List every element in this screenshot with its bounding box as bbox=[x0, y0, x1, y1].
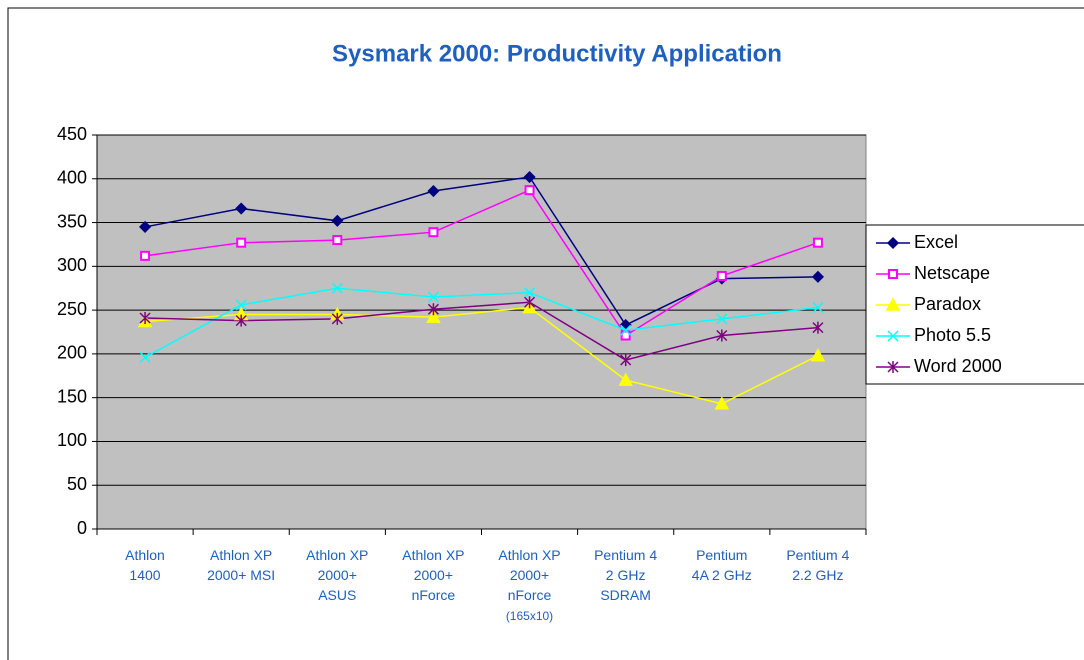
marker bbox=[887, 330, 899, 342]
marker bbox=[812, 237, 823, 248]
x-tick-label: Athlon 1400 bbox=[125, 547, 165, 583]
marker bbox=[716, 313, 728, 325]
marker bbox=[714, 396, 730, 410]
x-tick-label: Athlon XP 2000+ ASUS bbox=[306, 547, 369, 603]
marker bbox=[887, 361, 899, 373]
y-tick-label: 100 bbox=[57, 430, 87, 450]
y-tick-label: 50 bbox=[67, 474, 87, 494]
y-tick-label: 200 bbox=[57, 343, 87, 363]
marker bbox=[812, 321, 824, 334]
marker bbox=[620, 330, 631, 341]
marker bbox=[235, 202, 248, 215]
marker bbox=[716, 329, 728, 342]
y-tick-label: 150 bbox=[57, 386, 87, 406]
marker bbox=[812, 301, 824, 314]
series-line bbox=[144, 189, 819, 337]
y-tick-label: 300 bbox=[57, 255, 87, 275]
marker bbox=[331, 214, 344, 227]
legend-label: Paradox bbox=[914, 294, 981, 314]
legend-label: Photo 5.5 bbox=[914, 325, 991, 345]
y-tick-label: 400 bbox=[57, 168, 87, 188]
marker bbox=[524, 185, 535, 196]
y-tick-label: 250 bbox=[57, 299, 87, 319]
marker bbox=[716, 270, 727, 281]
marker bbox=[236, 237, 247, 248]
marker bbox=[811, 270, 824, 283]
marker bbox=[524, 287, 536, 299]
x-tick-label: Athlon XP 2000+ nForce bbox=[402, 547, 465, 603]
marker bbox=[235, 314, 247, 327]
marker bbox=[427, 291, 439, 303]
marker bbox=[524, 296, 536, 309]
plot-area bbox=[96, 134, 867, 530]
y-tick-label: 0 bbox=[77, 518, 87, 538]
marker bbox=[235, 299, 247, 311]
marker bbox=[140, 250, 151, 261]
marker bbox=[139, 311, 151, 324]
marker bbox=[886, 236, 900, 250]
x-tick-label: Pentium 4 2.2 GHz bbox=[786, 547, 850, 583]
x-tick-label: Athlon XP 2000+ MSI bbox=[207, 547, 276, 583]
legend-label: Netscape bbox=[914, 263, 990, 283]
x-tick-label: Pentium 4A 2 GHz bbox=[691, 547, 752, 583]
series-line bbox=[145, 301, 818, 361]
legend-label: Word 2000 bbox=[914, 356, 1002, 376]
marker bbox=[427, 184, 440, 198]
marker bbox=[428, 227, 439, 238]
marker bbox=[331, 312, 343, 325]
marker bbox=[888, 269, 898, 279]
marker bbox=[885, 297, 901, 311]
marker bbox=[427, 303, 439, 316]
y-tick-label: 450 bbox=[57, 124, 87, 144]
marker bbox=[139, 351, 151, 363]
series-line bbox=[144, 287, 819, 359]
marker bbox=[618, 372, 633, 386]
marker bbox=[523, 170, 536, 184]
marker bbox=[426, 309, 441, 323]
legend-label: Excel bbox=[914, 232, 958, 252]
marker bbox=[620, 354, 632, 367]
marker bbox=[810, 348, 826, 362]
marker bbox=[332, 235, 343, 246]
y-tick-label: 350 bbox=[57, 211, 87, 231]
series-line bbox=[145, 306, 819, 405]
x-tick-label: Athlon XP 2000+ nForce (165x10) bbox=[498, 547, 561, 623]
marker bbox=[620, 324, 632, 336]
marker bbox=[331, 282, 343, 294]
x-tick-label: Pentium 4 2 GHz SDRAM bbox=[594, 547, 658, 603]
marker bbox=[139, 220, 152, 233]
chart-title: Sysmark 2000: Productivity Application bbox=[332, 40, 782, 67]
